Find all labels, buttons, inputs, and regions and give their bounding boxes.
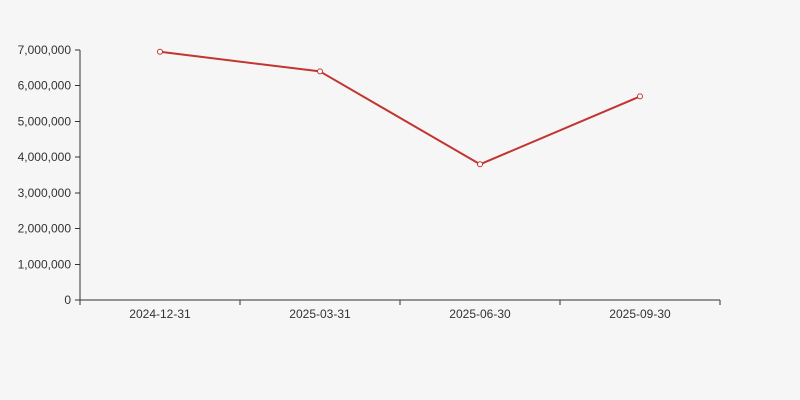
x-axis-label: 2024-12-31 — [129, 307, 191, 321]
data-point-marker[interactable] — [637, 93, 643, 100]
data-point-marker[interactable] — [317, 68, 323, 75]
x-axis-label: 2025-09-30 — [609, 307, 671, 321]
y-axis-label: 2,000,000 — [18, 222, 72, 236]
x-axis-label: 2025-03-31 — [289, 307, 351, 321]
data-point-marker[interactable] — [477, 161, 483, 168]
y-axis-label: 4,000,000 — [18, 150, 72, 164]
y-axis-label: 0 — [64, 293, 71, 307]
y-axis-label: 7,000,000 — [18, 43, 72, 57]
y-axis-label: 3,000,000 — [18, 186, 72, 200]
data-point-marker[interactable] — [157, 48, 163, 55]
y-axis-label: 6,000,000 — [18, 79, 72, 93]
y-axis-label: 5,000,000 — [18, 114, 72, 128]
series-line — [159, 50, 641, 166]
y-axis-label: 1,000,000 — [18, 257, 72, 271]
x-axis-label: 2025-06-30 — [449, 307, 511, 321]
